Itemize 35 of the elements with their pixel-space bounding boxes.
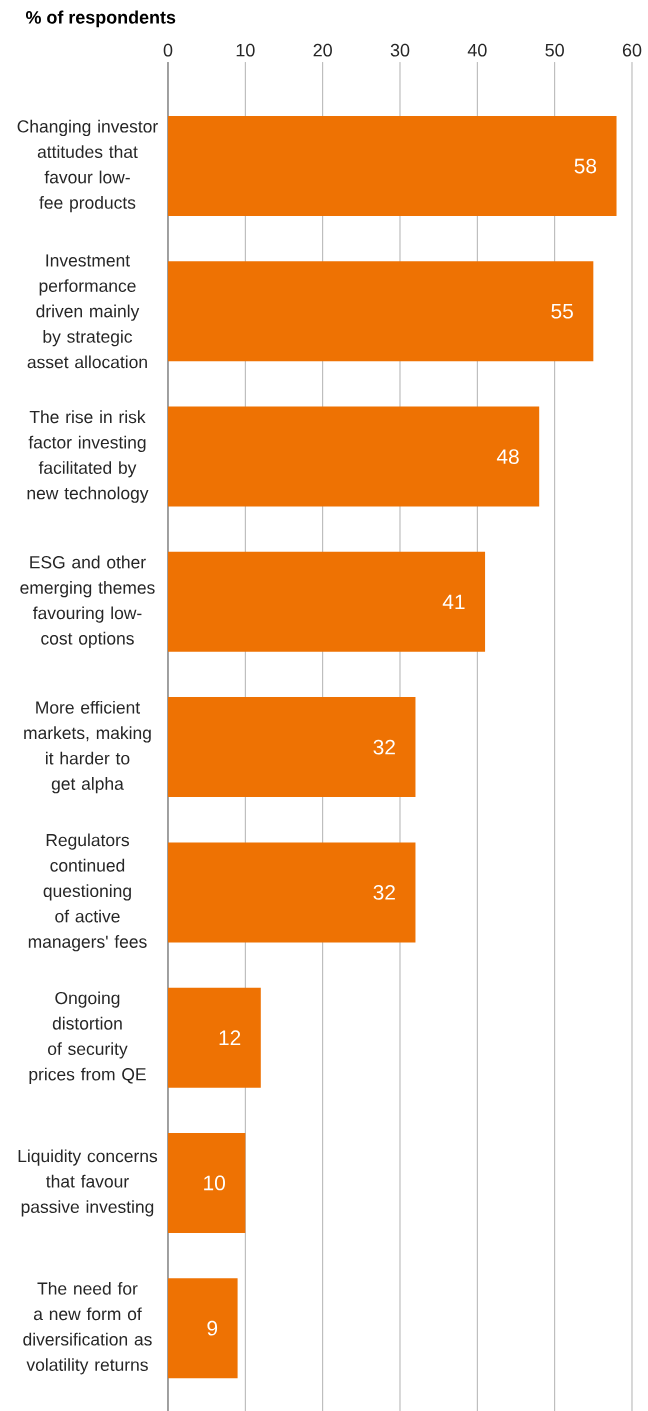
x-tick-label: 30 bbox=[390, 43, 410, 57]
data-label: 9 bbox=[207, 1320, 218, 1336]
x-tick-label: 10 bbox=[236, 43, 255, 57]
bar bbox=[168, 1278, 238, 1379]
y-tick-label: Regulators continued questioning of active managers' fees bbox=[28, 833, 147, 952]
x-tick-label: 40 bbox=[467, 43, 487, 57]
y-tick-label: Liquidity concerns that favour passive investing bbox=[18, 1149, 158, 1217]
data-label: 32 bbox=[373, 884, 395, 900]
data-label: 48 bbox=[496, 449, 519, 464]
data-label: 32 bbox=[373, 739, 395, 755]
bar bbox=[168, 551, 486, 652]
bar bbox=[168, 406, 540, 507]
y-tick-label: Ongoing distortion of security prices from QE bbox=[29, 991, 146, 1084]
y-tick-label: Changing investor attitudes that favour low-fee products bbox=[17, 119, 158, 213]
y-tick-label: Investment performance driven mainly by strategic asset allocation bbox=[27, 254, 147, 369]
bar bbox=[168, 842, 416, 943]
bar bbox=[168, 697, 416, 798]
bar bbox=[168, 261, 594, 362]
x-tick-label: 0 bbox=[163, 43, 173, 57]
data-label: 41 bbox=[442, 594, 465, 610]
data-label: 55 bbox=[551, 304, 573, 319]
y-tick-label: The need for a new form of diversification as volatility returns bbox=[23, 1281, 152, 1375]
x-tick-label: 20 bbox=[313, 43, 332, 57]
chart-title: % of respondents bbox=[25, 10, 176, 28]
bar bbox=[168, 987, 261, 1088]
bar bbox=[168, 1132, 246, 1233]
data-label: 58 bbox=[574, 158, 597, 174]
y-tick-label: ESG and other emerging themes favouring low-cost options bbox=[20, 555, 155, 649]
y-tick-label: The rise in risk factor investing facilitated by new technology bbox=[27, 410, 149, 503]
x-tick-label: 60 bbox=[622, 43, 642, 57]
x-tick-label: 50 bbox=[545, 43, 564, 57]
bar bbox=[168, 116, 617, 217]
data-label: 10 bbox=[204, 1175, 225, 1191]
y-tick-label: More efficient markets, making it harder to get alpha bbox=[24, 700, 151, 794]
data-label: 12 bbox=[219, 1030, 241, 1045]
